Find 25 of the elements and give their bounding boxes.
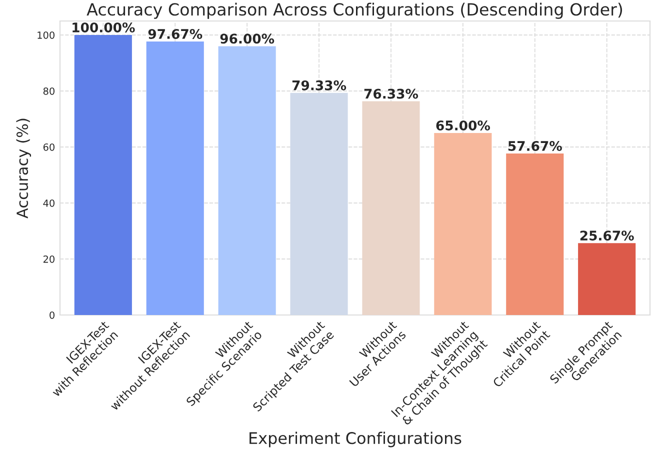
y-tick-label: 100 (38, 31, 54, 39)
y-tick-label: 40 (43, 199, 54, 207)
y-tick-label: 20 (43, 255, 54, 263)
data-label: 100.00% (72, 22, 135, 32)
y-tick-label: 60 (43, 143, 54, 151)
data-label: 76.33% (364, 88, 418, 99)
y-tick-label: 0 (50, 311, 54, 319)
data-label: 79.33% (292, 80, 346, 90)
bar (578, 243, 636, 315)
bar (506, 154, 564, 315)
chart-title: Accuracy Comparison Across Configurations (Descending Order) (86, 2, 622, 19)
bar (434, 133, 492, 315)
y-tick-label: 80 (43, 87, 54, 95)
bar (146, 42, 204, 315)
data-label: 25.67% (580, 230, 634, 241)
data-label: 97.67% (148, 28, 202, 39)
x-axis-title: Experiment Configurations (250, 432, 462, 448)
data-label: 65.00% (436, 120, 490, 130)
bar (74, 35, 132, 315)
data-label: 57.67% (508, 140, 562, 151)
bar (362, 101, 420, 315)
bar (290, 92, 348, 315)
y-axis-title: Accuracy (%) (16, 118, 32, 218)
bar (218, 46, 276, 315)
data-label: 96.00% (220, 34, 274, 44)
